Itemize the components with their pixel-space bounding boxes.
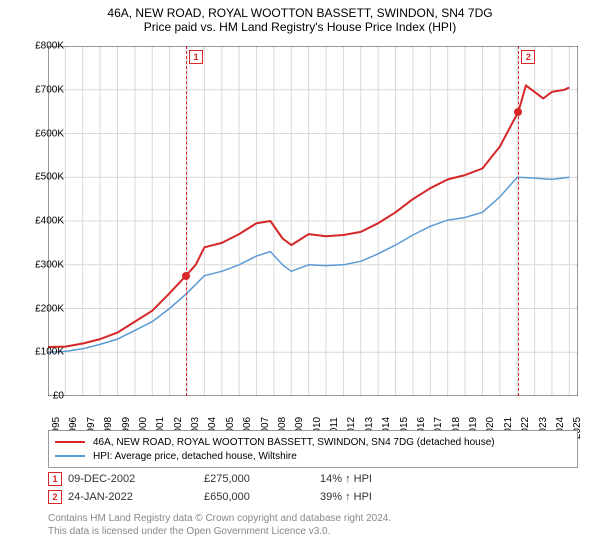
y-tick-label: £400K (20, 216, 64, 227)
chart-area: 12 (48, 46, 578, 396)
chart-svg (48, 46, 578, 396)
marker-delta-2: 39% ↑ HPI (320, 491, 430, 503)
y-tick-label: £600K (20, 128, 64, 139)
marker-dot (514, 108, 522, 116)
marker-price-1: £275,000 (204, 473, 314, 485)
marker-badge-2: 2 (48, 490, 62, 504)
legend-row-property: 46A, NEW ROAD, ROYAL WOOTTON BASSETT, SW… (55, 435, 571, 449)
markers-table: 1 09-DEC-2002 £275,000 14% ↑ HPI 2 24-JA… (48, 470, 578, 506)
title-line-1: 46A, NEW ROAD, ROYAL WOOTTON BASSETT, SW… (10, 6, 590, 20)
y-tick-label: £0 (20, 391, 64, 402)
marker-delta-1: 14% ↑ HPI (320, 473, 430, 485)
credits-line-1: Contains HM Land Registry data © Crown c… (48, 512, 578, 525)
legend-swatch-property (55, 441, 85, 443)
marker-dot (182, 272, 190, 280)
marker-date-2: 24-JAN-2022 (68, 491, 198, 503)
marker-row-2: 2 24-JAN-2022 £650,000 39% ↑ HPI (48, 488, 578, 506)
marker-flag: 1 (189, 50, 203, 64)
title-line-2: Price paid vs. HM Land Registry's House … (10, 20, 590, 34)
marker-price-2: £650,000 (204, 491, 314, 503)
legend-label-hpi: HPI: Average price, detached house, Wilt… (93, 451, 297, 462)
marker-flag: 2 (521, 50, 535, 64)
legend-label-property: 46A, NEW ROAD, ROYAL WOOTTON BASSETT, SW… (93, 437, 495, 448)
title-block: 46A, NEW ROAD, ROYAL WOOTTON BASSETT, SW… (0, 0, 600, 36)
y-tick-label: £100K (20, 347, 64, 358)
marker-row-1: 1 09-DEC-2002 £275,000 14% ↑ HPI (48, 470, 578, 488)
y-tick-label: £700K (20, 84, 64, 95)
marker-line (186, 46, 187, 396)
marker-date-1: 09-DEC-2002 (68, 473, 198, 485)
y-tick-label: £200K (20, 303, 64, 314)
chart-container: 46A, NEW ROAD, ROYAL WOOTTON BASSETT, SW… (0, 0, 600, 560)
credits: Contains HM Land Registry data © Crown c… (48, 512, 578, 538)
y-tick-label: £800K (20, 41, 64, 52)
marker-badge-1: 1 (48, 472, 62, 486)
y-tick-label: £500K (20, 172, 64, 183)
credits-line-2: This data is licensed under the Open Gov… (48, 525, 578, 538)
y-tick-label: £300K (20, 259, 64, 270)
legend-row-hpi: HPI: Average price, detached house, Wilt… (55, 449, 571, 463)
marker-line (518, 46, 519, 396)
legend-swatch-hpi (55, 455, 85, 457)
legend: 46A, NEW ROAD, ROYAL WOOTTON BASSETT, SW… (48, 430, 578, 468)
